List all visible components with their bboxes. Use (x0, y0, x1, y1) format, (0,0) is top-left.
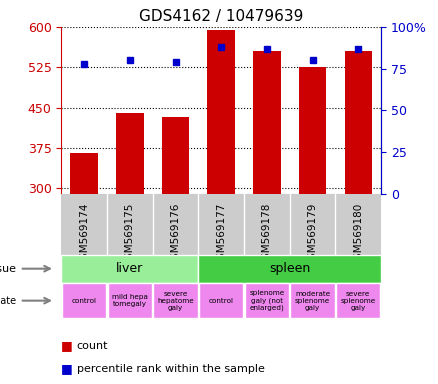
Bar (153, 283, 198, 318)
Bar (299, 67, 326, 194)
Text: severe
splenome
galy: severe splenome galy (341, 291, 376, 311)
Bar (245, 283, 289, 318)
Bar (198, 255, 381, 283)
Text: count: count (77, 341, 108, 351)
Text: control: control (72, 298, 97, 304)
Bar (71, 153, 98, 194)
Bar (62, 283, 106, 318)
Text: GSM569180: GSM569180 (353, 203, 363, 266)
Text: control: control (208, 298, 234, 304)
Bar (208, 30, 235, 194)
Text: ■: ■ (61, 339, 73, 352)
Text: disease state: disease state (0, 296, 17, 306)
Text: GSM569178: GSM569178 (262, 203, 272, 266)
Text: GSM569175: GSM569175 (125, 203, 135, 266)
Bar (345, 51, 372, 194)
Text: spleen: spleen (269, 262, 311, 275)
Text: GSM569176: GSM569176 (170, 203, 180, 266)
Bar (61, 255, 198, 283)
Text: tissue: tissue (0, 264, 17, 274)
Text: percentile rank within the sample: percentile rank within the sample (77, 364, 265, 374)
Bar (199, 283, 244, 318)
Text: GSM569174: GSM569174 (79, 203, 89, 266)
Text: ■: ■ (61, 362, 73, 375)
Text: mild hepa
tomegaly: mild hepa tomegaly (112, 294, 148, 307)
Title: GDS4162 / 10479639: GDS4162 / 10479639 (139, 9, 304, 24)
Text: liver: liver (116, 262, 144, 275)
Bar (253, 51, 281, 194)
Bar (108, 283, 152, 318)
Bar (336, 283, 381, 318)
Text: moderate
splenome
galy: moderate splenome galy (295, 291, 330, 311)
Bar (290, 283, 335, 318)
Text: severe
hepatome
galy: severe hepatome galy (157, 291, 194, 311)
Text: GSM569179: GSM569179 (307, 203, 318, 266)
Text: splenome
galy (not
enlarged): splenome galy (not enlarged) (249, 290, 285, 311)
Bar (116, 113, 144, 194)
Text: GSM569177: GSM569177 (216, 203, 226, 266)
Bar (162, 117, 189, 194)
